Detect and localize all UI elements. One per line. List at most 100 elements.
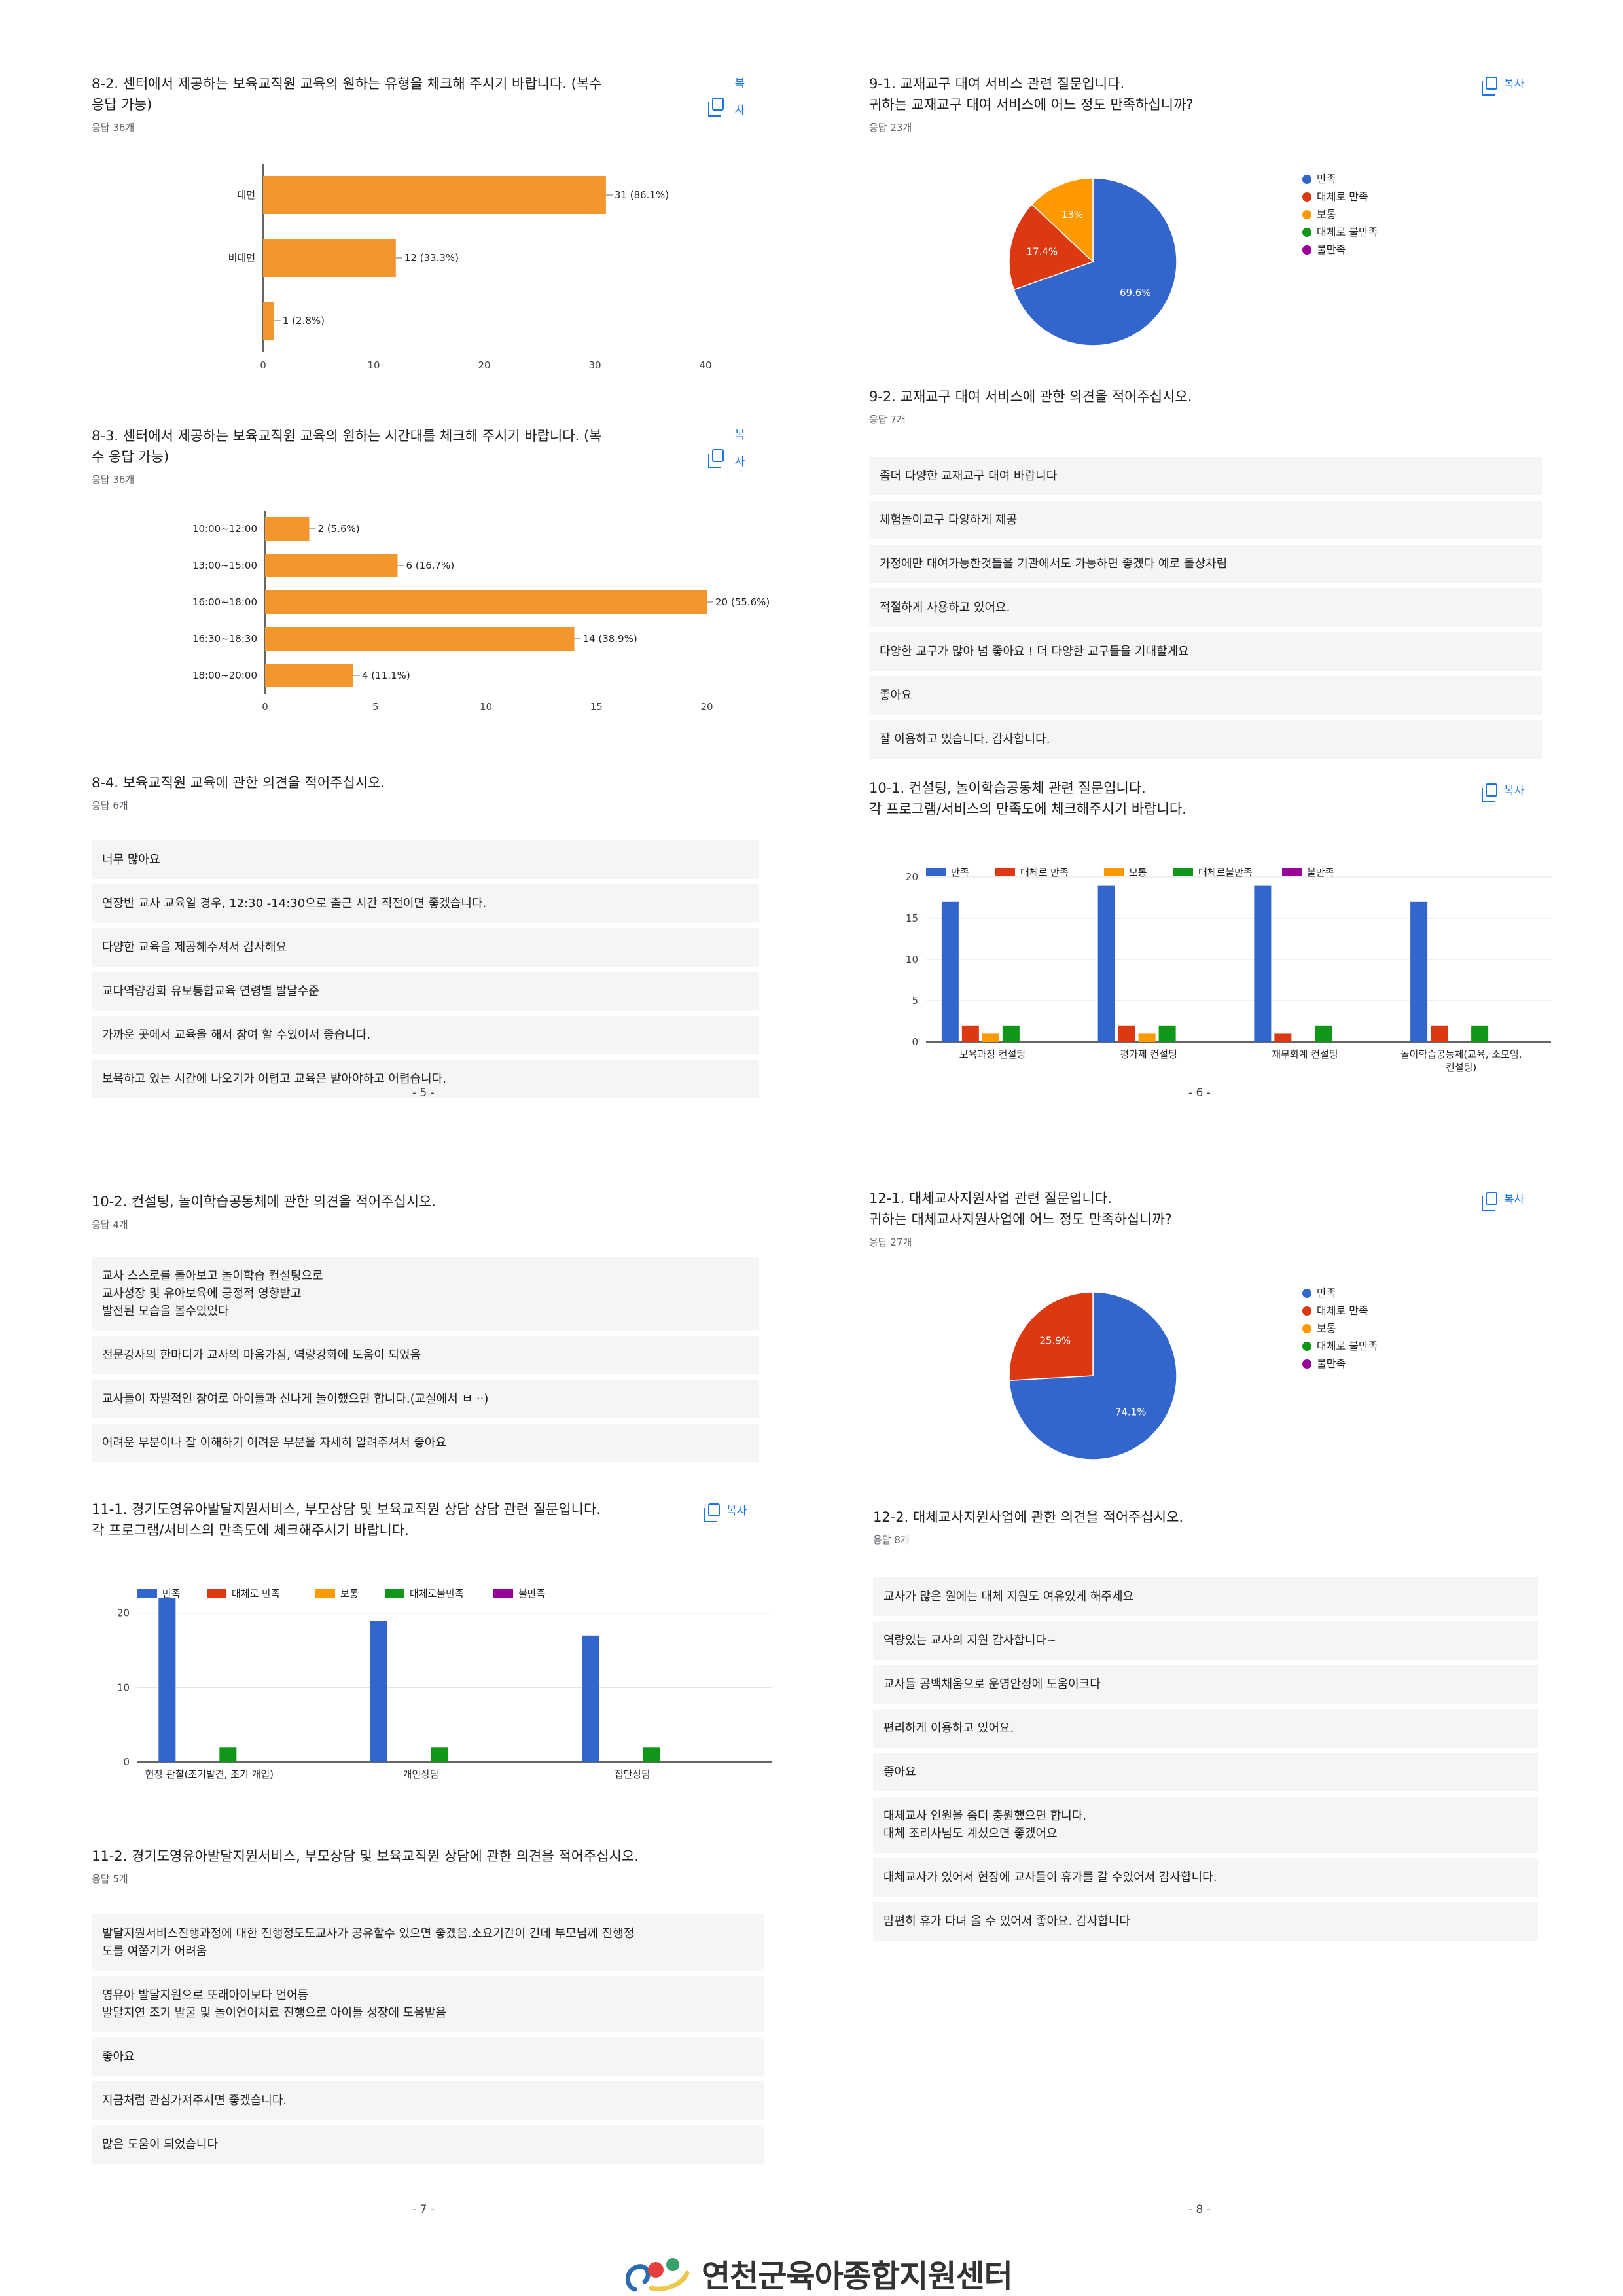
category-label: 10:00~12:00	[192, 523, 257, 535]
page-number: - 8 -	[1188, 2203, 1211, 2216]
bar	[1158, 1025, 1176, 1042]
legend-label: 불만족	[1317, 243, 1346, 256]
bar	[1274, 1033, 1292, 1042]
question-title: 10-2. 컨설팅, 놀이학습공동체에 관한 의견을 적어주십시오.	[92, 1194, 437, 1210]
chart-8-3: 0 5 10 15 20 10:00~12:00 2 (5.6%) 13:00~15:00 6 …	[192, 511, 770, 713]
slice-label: 25.9%	[1039, 1335, 1071, 1346]
data-label: 31 (86.1%)	[615, 189, 669, 201]
copy-button[interactable]: 복사	[1482, 781, 1524, 802]
legend-swatch	[1282, 868, 1302, 876]
legend-entry: 보통	[1302, 206, 1378, 223]
legend-label: 대체로 불만족	[1317, 1340, 1378, 1352]
x-tick-label: 10	[480, 701, 492, 713]
data-label: 1 (2.8%)	[283, 315, 325, 327]
answer-item: 영유아 발달지원으로 또래아이보다 언어등 발달지연 조기 발굴 및 놀이언어치…	[92, 1976, 764, 2032]
bar	[1471, 1025, 1489, 1042]
legend-label: 대체로 불만족	[1317, 226, 1378, 238]
legend-label: 만족	[951, 867, 969, 878]
legend-label: 불만족	[1307, 867, 1334, 878]
q8-3-section: 8-3. 센터에서 제공하는 보육교직원 교육의 원하는 시간대를 체크해 주시…	[92, 425, 681, 486]
q11-1-section: 11-1. 경기도영유아발달지원서비스, 부모상담 및 보육교직원 상담 상담 …	[92, 1499, 720, 1541]
question-title: 8-4. 보육교직원 교육에 관한 의견을 적어주십시오.	[92, 775, 385, 791]
pie-slice	[1013, 177, 1177, 346]
response-count: 응답 7개	[869, 414, 906, 425]
category-label: 비대면	[228, 252, 255, 264]
x-tick-label: 20	[700, 701, 713, 713]
legend-label: 불만족	[518, 1588, 546, 1600]
q10-2-section: 10-2. 컨설팅, 놀이학습공동체에 관한 의견을 적어주십시오. 응답 4개	[92, 1191, 681, 1231]
copy-button[interactable]: 복사	[1482, 1190, 1525, 1211]
pie-slice	[1031, 177, 1094, 263]
answer-list-11-2: 발달지원서비스진행과정에 대한 진행정도도교사가 공유할수 있으면 좋겠음.소요…	[92, 1914, 764, 2169]
y-tick-label: 10	[906, 954, 918, 965]
category-label: 개인상담	[403, 1768, 439, 1780]
copy-icon	[1482, 783, 1497, 802]
bar	[643, 1747, 660, 1762]
legend-entry: 만족	[1302, 170, 1378, 188]
legend-swatch	[137, 1589, 157, 1598]
copy-button[interactable]: 복사	[1482, 75, 1524, 96]
q11-2-section: 11-2. 경기도영유아발달지원서비스, 부모상담 및 보육교직원 상담에 관한…	[92, 1846, 785, 1886]
answer-item: 맘편히 휴가 다녀 올 수 있어서 좋아요. 감사합니다	[873, 1902, 1538, 1941]
answer-item: 편리하게 이용하고 있어요.	[873, 1709, 1538, 1748]
data-label: 4 (11.1%)	[362, 670, 410, 681]
x-tick-label: 0	[260, 359, 266, 371]
legend-label: 만족	[1317, 1287, 1336, 1299]
legend-swatch	[1302, 1341, 1311, 1351]
answer-item: 다양한 교육을 제공해주셔서 감사해요	[92, 928, 759, 967]
answer-item: 좋아요	[873, 1753, 1538, 1791]
bar	[941, 901, 959, 1042]
question-title: 11-2. 경기도영유아발달지원서비스, 부모상담 및 보육교직원 상담에 관한…	[92, 1848, 639, 1864]
question-title: 11-1. 경기도영유아발달지원서비스, 부모상담 및 보육교직원 상담 상담 …	[92, 1501, 601, 1538]
legend-9-1: 만족 대체로 만족 보통 대체로 불만족 불만족	[1302, 170, 1378, 259]
copy-button[interactable]: 복사	[708, 77, 747, 131]
legend-swatch	[1173, 868, 1193, 876]
copy-label: 복사	[1504, 1193, 1525, 1206]
q9-2-section: 9-2. 교재교구 대여 서비스에 관한 의견을 적어주십시오. 응답 7개	[869, 386, 1458, 426]
answer-item: 가정에만 대여가능한것들을 기관에서도 가능하면 좋겠다 예로 돌상차림	[869, 545, 1542, 583]
chart-8-2: 0 10 20 30 40 대면 31 (86.1%) 비대면 12 (33.3%) 1 (2.8…	[228, 164, 712, 371]
y-tick-label: 10	[117, 1681, 130, 1693]
legend-swatch	[995, 868, 1015, 876]
answer-item: 연장반 교사 교육일 경우, 12:30 -14:30으로 출근 시간 직전이면…	[92, 884, 759, 923]
footer-logo: 연천군육아종합지원센터	[622, 2250, 1013, 2296]
bar	[265, 627, 575, 651]
legend-label: 보통	[1129, 867, 1147, 878]
chart-11-1: 만족 대체로 만족 보통 대체로불만족 불만족 0 10 20 현장 관찰(조기발견, 조기 개…	[117, 1588, 772, 1780]
legend-label: 대체로 만족	[232, 1588, 280, 1600]
bar	[263, 302, 274, 340]
copy-label: 복사	[732, 77, 745, 131]
y-tick-label: 0	[123, 1756, 130, 1768]
bar	[582, 1635, 599, 1762]
copy-icon	[1482, 1191, 1497, 1211]
copy-label: 복사	[732, 429, 745, 482]
legend-label: 보통	[1317, 208, 1336, 221]
question-title: 8-2. 센터에서 제공하는 보육교직원 교육의 원하는 유형을 체크해 주시기…	[92, 76, 602, 113]
legend-swatch	[1302, 1359, 1311, 1369]
y-tick-label: 0	[912, 1036, 918, 1048]
answer-item: 너무 많아요	[92, 840, 759, 879]
question-title: 9-1. 교재교구 대여 서비스 관련 질문입니다. 귀하는 교재교구 대여 서…	[869, 76, 1194, 113]
answer-item: 교다역량강화 유보통합교육 연령별 발달수준	[92, 972, 759, 1011]
legend-swatch	[1302, 192, 1311, 202]
legend-label: 대체로불만족	[410, 1588, 464, 1600]
y-tick-label: 15	[906, 912, 918, 924]
copy-icon	[1482, 76, 1497, 96]
legend-entry: 만족	[1302, 1284, 1378, 1302]
x-tick-label: 20	[478, 359, 490, 371]
response-count: 응답 27개	[869, 1236, 912, 1248]
copy-button[interactable]: 복사	[708, 429, 747, 482]
bar	[370, 1621, 387, 1762]
q9-1-section: 9-1. 교재교구 대여 서비스 관련 질문입니다. 귀하는 교재교구 대여 서…	[869, 73, 1458, 134]
copy-button[interactable]: 복사	[704, 1501, 747, 1522]
x-tick-label: 5	[372, 701, 379, 713]
y-tick-label: 20	[906, 871, 918, 883]
answer-item: 좋아요	[869, 676, 1542, 715]
legend-entry: 불만족	[1302, 241, 1378, 259]
answer-item: 체험놀이교구 다양하게 제공	[869, 501, 1542, 539]
legend-swatch	[1104, 868, 1124, 876]
answer-item: 가까운 곳에서 교육을 해서 참여 할 수있어서 좋습니다.	[92, 1016, 759, 1054]
answer-item: 역량있는 교사의 지원 감사합니다~	[873, 1621, 1538, 1660]
answer-item: 전문강사의 한마디가 교사의 마음가짐, 역량강화에 도움이 되었음	[92, 1336, 759, 1374]
